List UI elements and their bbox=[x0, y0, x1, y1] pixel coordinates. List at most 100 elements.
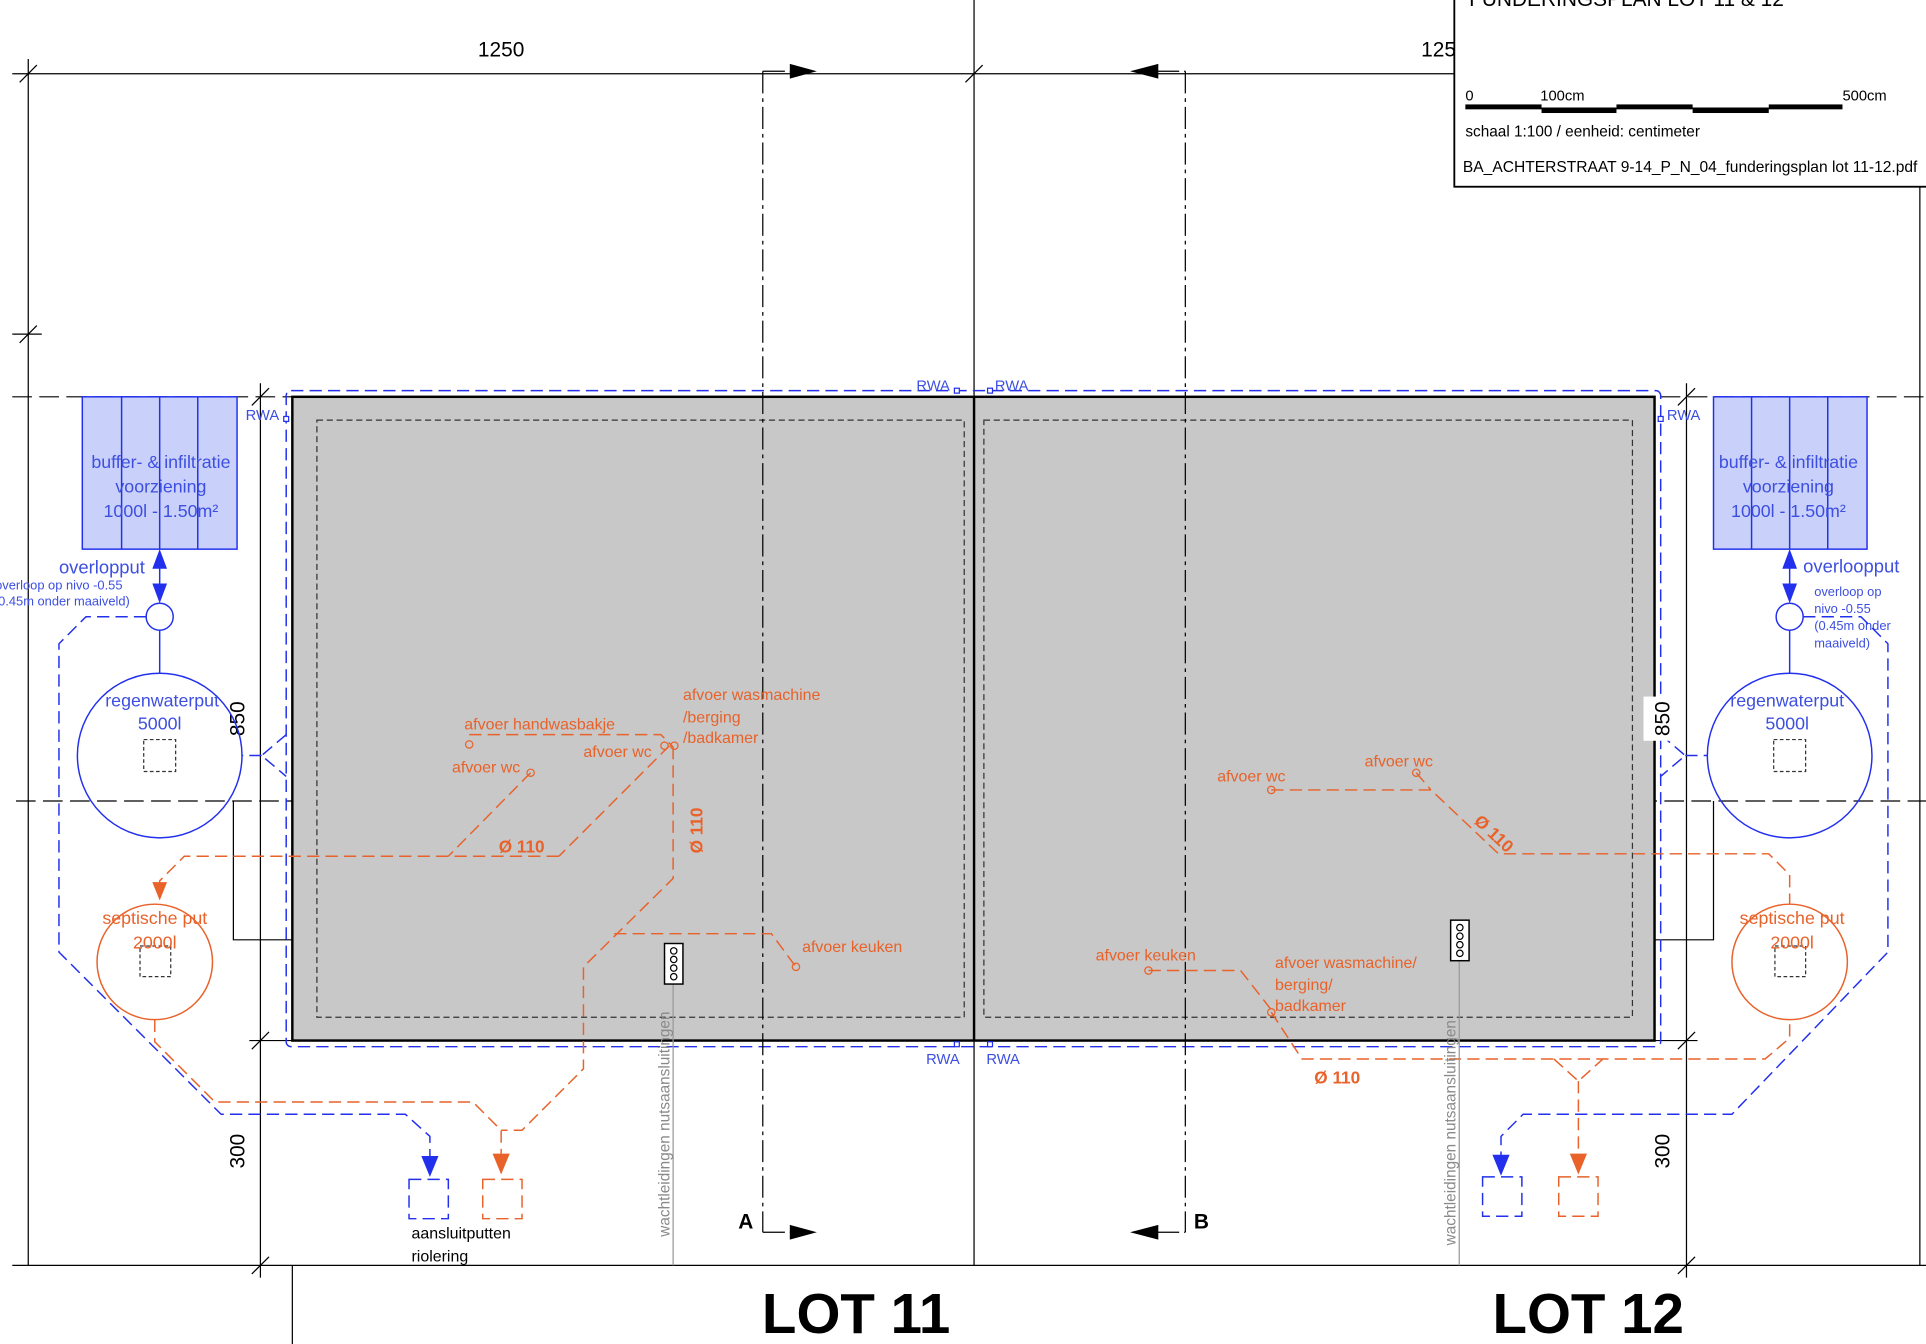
left-wall-outline bbox=[232, 800, 293, 941]
dimension-tick bbox=[251, 1256, 270, 1275]
label-washing-drain-line2: /berging bbox=[683, 709, 741, 726]
meter-connection bbox=[1456, 940, 1464, 949]
dimension-front-right: 300 bbox=[1651, 1134, 1674, 1169]
rwa-label-bottom-right: RWA bbox=[986, 1052, 1020, 1068]
meter-connection bbox=[1456, 923, 1464, 932]
meter-connection bbox=[669, 972, 678, 981]
overflow-well bbox=[1775, 602, 1804, 631]
overflow-note-line1: overloop op nivo -0.55 bbox=[0, 578, 122, 593]
rwa-to-rainwater-pipe bbox=[241, 734, 287, 777]
septic-outlet-pipe bbox=[154, 1019, 502, 1155]
scale-bar-end: 500cm bbox=[1842, 89, 1886, 105]
arrow-down-icon bbox=[1569, 1153, 1587, 1175]
scale-bar-segment bbox=[1465, 104, 1542, 110]
drain-point bbox=[660, 741, 669, 751]
drain-point bbox=[670, 741, 679, 751]
rwa-marker bbox=[953, 1041, 960, 1048]
rainwater-well-capacity: 5000l bbox=[1765, 714, 1809, 734]
lot-label-12: LOT 12 bbox=[1492, 1282, 1683, 1344]
overflow-note-line2: (0.45m onder maaiveld) bbox=[0, 594, 130, 609]
dimension-tick bbox=[19, 325, 38, 344]
rwa-label-right: RWA bbox=[1667, 408, 1701, 424]
arrow-down-icon bbox=[421, 1156, 439, 1177]
sewer-connection-pit-wastewater bbox=[481, 1178, 523, 1220]
label-washing-drain-line1: afvoer wasmachine bbox=[683, 687, 821, 704]
dimension-tick bbox=[1677, 1256, 1696, 1275]
label-kitchen-drain: afvoer keuken bbox=[1096, 948, 1196, 965]
rainwater-well-capacity: 5000l bbox=[138, 714, 182, 734]
meter-connection bbox=[1456, 949, 1464, 958]
dimension-label-background bbox=[1643, 696, 1673, 741]
building-footprint bbox=[291, 395, 1656, 1042]
scale-bar-mid: 100cm bbox=[1540, 89, 1584, 105]
lot-label-11: LOT 11 bbox=[762, 1282, 950, 1344]
lot11-sewage-system: septische put 2000l afvoer handwasbakje … bbox=[96, 687, 902, 1220]
septic-tank-capacity: 2000l bbox=[1770, 932, 1814, 952]
section-a-bottom-arrow-icon bbox=[789, 1224, 817, 1240]
overflow-drain-pipe bbox=[1500, 615, 1889, 1157]
overflow-note-line4: maaiveld) bbox=[1814, 635, 1870, 650]
label-washing-drain-line1: afvoer wasmachine/ bbox=[1275, 955, 1417, 972]
lot11-utilities: wachtleidingen nutsaansluitingen aanslui… bbox=[411, 942, 684, 1266]
arrow-down-icon bbox=[152, 882, 168, 901]
label-pipe-diameter-vertical: Ø 110 bbox=[687, 808, 707, 854]
drain-point bbox=[791, 962, 801, 972]
dimension-width-left: 1250 bbox=[478, 39, 524, 62]
label-wc-drain-1: afvoer wc bbox=[1217, 768, 1285, 785]
drain-point bbox=[1144, 966, 1153, 975]
buffer-label-line2: voorziening bbox=[1743, 477, 1834, 497]
section-label-a: A bbox=[738, 1211, 753, 1234]
overflow-note-line1: overloop op bbox=[1814, 584, 1881, 599]
scale-description: schaal 1:100 / eenheid: centimeter bbox=[1465, 123, 1700, 140]
rwa-to-rainwater-pipe bbox=[1660, 734, 1708, 777]
utility-conduit-label: wachtleidingen nutsaansluitingen bbox=[1443, 1020, 1460, 1246]
main-drain-to-septic bbox=[1271, 789, 1791, 905]
overflow-note-line2: nivo -0.55 bbox=[1814, 601, 1871, 616]
section-a-top-arrow-icon bbox=[789, 63, 817, 79]
title-block-frame bbox=[1453, 0, 1926, 188]
kitchen-drain bbox=[614, 932, 797, 968]
meter-connection bbox=[1456, 932, 1464, 940]
handbasin-drain bbox=[469, 733, 674, 748]
septic-tank-hatch bbox=[1774, 945, 1807, 978]
scale-bar-segment bbox=[1692, 108, 1769, 114]
sewer-connection-pit-wastewater bbox=[1557, 1176, 1599, 1217]
sewer-connection-pit-rainwater bbox=[1481, 1176, 1523, 1217]
label-pipe-diameter-horizontal: Ø 110 bbox=[499, 837, 545, 857]
buffer-label-line1: buffer- & infiltratie bbox=[91, 452, 230, 472]
rainwater-well-label: regenwaterput bbox=[1730, 690, 1844, 710]
rwa-marker bbox=[953, 387, 960, 394]
rwa-label-bottom-left: RWA bbox=[926, 1052, 960, 1068]
overflow-well-label: overloopput bbox=[1803, 555, 1899, 576]
label-washing-drain-line3: /badkamer bbox=[683, 730, 759, 747]
scale-bar-zero: 0 bbox=[1465, 89, 1473, 105]
overflow-note-line3: (0.45m onder bbox=[1814, 618, 1891, 633]
foundation-inner-line-lot11 bbox=[316, 419, 965, 1018]
overflow-well bbox=[145, 602, 174, 631]
buffer-label-line1: buffer- & infiltratie bbox=[1719, 452, 1858, 472]
waste-pipe-to-sewer bbox=[1270, 1011, 1791, 1060]
utility-meter-box bbox=[663, 942, 684, 985]
label-handbasin-drain: afvoer handwasbakje bbox=[464, 717, 615, 734]
title-block: FUNDERINGSPLAN LOT 11 & 12 0 100cm 500cm… bbox=[1453, 0, 1926, 188]
arrow-down-icon bbox=[1492, 1154, 1510, 1176]
dimension-depth-left: 850 bbox=[226, 701, 249, 736]
rwa-marker bbox=[986, 387, 994, 394]
rwa-markers: RWA RWA RWA RWA RWA RWA bbox=[246, 379, 1701, 1068]
section-b-bottom-arrow-icon bbox=[1130, 1224, 1159, 1240]
arrow-down-icon bbox=[1782, 583, 1798, 604]
drain-point bbox=[526, 768, 535, 778]
wc-drain-2 bbox=[558, 745, 670, 857]
drawing-title: FUNDERINGSPLAN LOT 11 & 12 bbox=[1469, 0, 1784, 11]
buffer-label-line3: 1000l - 1.50m² bbox=[1731, 501, 1846, 521]
lot12-rainwater-system: buffer- & infiltratie voorziening 1000l … bbox=[1481, 396, 1899, 1217]
rainwater-well-hatch bbox=[1773, 738, 1807, 773]
dimension-tick bbox=[1677, 387, 1696, 406]
arrow-up-icon bbox=[152, 549, 168, 569]
label-washing-drain-line3: badkamer bbox=[1275, 998, 1347, 1015]
rainwater-well-hatch bbox=[143, 738, 177, 773]
drain-point bbox=[1411, 768, 1421, 778]
label-wc-drain-2: afvoer wc bbox=[583, 744, 651, 761]
section-markers: A B bbox=[738, 63, 1209, 1240]
